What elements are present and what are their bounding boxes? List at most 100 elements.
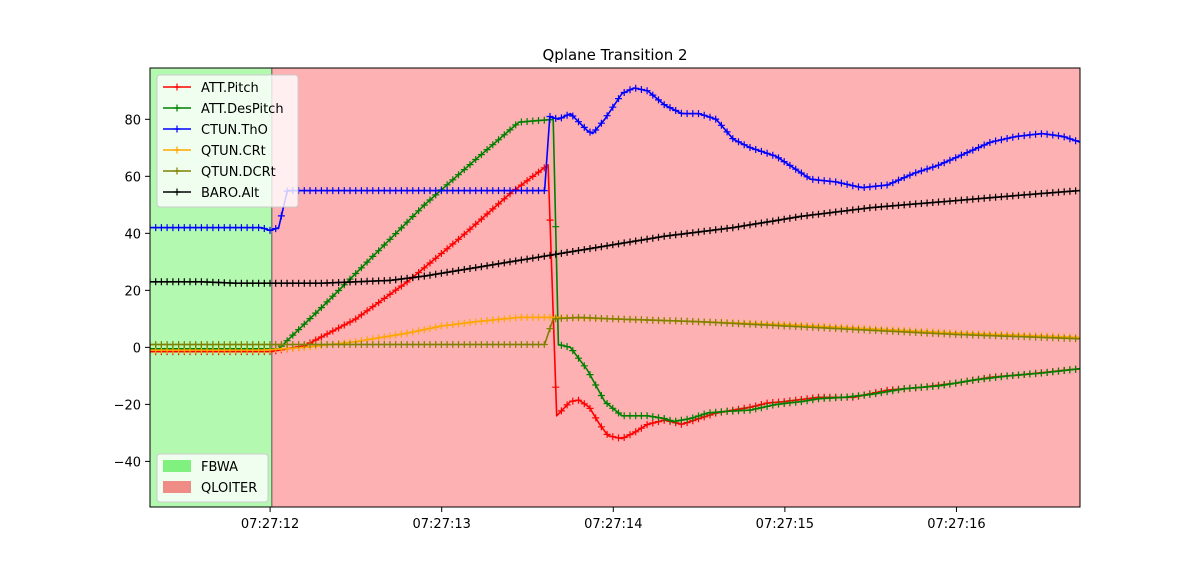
marker-att-despitch	[575, 354, 582, 362]
marker-att-pitch	[535, 168, 542, 176]
marker-att-despitch	[603, 400, 611, 407]
marker-qtun-crt	[386, 332, 394, 340]
marker-ctun-tho	[575, 118, 582, 126]
marker-att-despitch	[769, 401, 777, 409]
marker-ctun-tho	[809, 175, 817, 183]
marker-ctun-tho	[792, 165, 800, 173]
marker-att-pitch	[575, 396, 582, 404]
marker-baro-alt	[563, 248, 571, 256]
marker-att-pitch	[369, 303, 377, 311]
marker-qtun-crt	[449, 321, 457, 329]
marker-att-despitch	[689, 414, 697, 422]
y-tick-label: −20	[114, 398, 141, 413]
marker-qtun-crt	[437, 322, 445, 330]
marker-att-pitch	[603, 430, 611, 438]
marker-baro-alt	[752, 220, 760, 228]
marker-att-despitch	[883, 388, 891, 396]
marker-att-pitch	[580, 400, 588, 408]
marker-baro-alt	[557, 249, 565, 257]
marker-qtun-dcrt	[546, 325, 554, 333]
marker-qtun-crt	[460, 319, 468, 327]
marker-att-despitch	[489, 141, 497, 149]
marker-att-pitch	[392, 286, 400, 294]
y-tick-label: 60	[124, 170, 141, 185]
marker-baro-alt	[569, 248, 577, 255]
marker-ctun-tho	[660, 101, 668, 109]
marker-att-pitch	[523, 177, 531, 185]
marker-att-pitch	[317, 333, 325, 341]
marker-baro-alt	[780, 215, 788, 223]
marker-baro-alt	[689, 229, 697, 237]
marker-baro-alt	[546, 251, 554, 259]
marker-att-despitch	[386, 235, 394, 243]
legend-swatch	[163, 481, 191, 493]
marker-baro-alt	[552, 250, 560, 258]
marker-att-pitch	[323, 330, 331, 338]
marker-att-pitch	[500, 195, 508, 203]
marker-att-despitch	[986, 374, 994, 382]
marker-att-despitch	[695, 412, 702, 420]
marker-ctun-tho	[586, 128, 594, 136]
marker-ctun-tho	[929, 163, 937, 171]
legend-marker	[173, 146, 181, 154]
marker-ctun-tho	[752, 146, 760, 153]
x-tick-label: 07:27:12	[241, 517, 299, 532]
legend-label: CTUN.ThO	[201, 123, 268, 138]
marker-att-despitch	[786, 399, 794, 407]
marker-baro-alt	[763, 218, 771, 226]
marker-att-despitch	[615, 409, 622, 417]
marker-att-despitch	[963, 377, 971, 385]
marker-baro-alt	[592, 244, 600, 252]
marker-att-despitch	[363, 258, 371, 266]
marker-ctun-tho	[557, 114, 565, 122]
legend-label: FBWA	[201, 460, 238, 475]
marker-att-despitch	[1043, 369, 1051, 376]
marker-att-despitch	[409, 213, 417, 220]
marker-baro-alt	[506, 258, 514, 266]
marker-baro-alt	[426, 271, 434, 279]
marker-att-despitch	[940, 381, 948, 389]
marker-att-pitch	[432, 254, 440, 262]
marker-baro-alt	[837, 207, 845, 215]
marker-ctun-tho	[975, 144, 982, 152]
legend-marker	[173, 104, 181, 112]
marker-att-despitch	[495, 136, 502, 144]
marker-att-pitch	[529, 172, 537, 180]
marker-ctun-tho	[923, 165, 931, 173]
marker-att-despitch	[592, 381, 600, 389]
marker-baro-alt	[826, 209, 834, 217]
marker-ctun-tho	[757, 147, 765, 155]
marker-baro-alt	[392, 276, 400, 284]
marker-att-despitch	[655, 414, 662, 422]
marker-ctun-tho	[540, 187, 548, 195]
marker-ctun-tho	[700, 111, 708, 119]
marker-ctun-tho	[1049, 131, 1057, 139]
legend-label: QLOITER	[201, 481, 257, 496]
marker-baro-alt	[832, 208, 840, 216]
marker-ctun-tho	[1066, 135, 1074, 143]
marker-ctun-tho	[1003, 135, 1011, 142]
marker-baro-alt	[512, 257, 520, 265]
marker-att-despitch	[449, 176, 457, 184]
marker-att-despitch	[500, 131, 508, 139]
marker-ctun-tho	[609, 103, 617, 111]
y-tick-label: 20	[124, 284, 141, 299]
marker-baro-alt	[843, 207, 851, 215]
marker-baro-alt	[495, 260, 502, 268]
marker-att-despitch	[957, 378, 965, 386]
marker-baro-alt	[500, 259, 508, 267]
legend-label: QTUN.CRt	[201, 144, 266, 159]
marker-att-despitch	[952, 379, 960, 387]
marker-baro-alt	[420, 272, 428, 280]
marker-baro-alt	[460, 266, 468, 273]
marker-ctun-tho	[260, 225, 268, 232]
marker-att-pitch	[466, 225, 474, 233]
marker-att-despitch	[357, 264, 365, 272]
marker-att-despitch	[700, 410, 708, 418]
x-tick-label: 07:27:14	[584, 517, 642, 532]
marker-att-despitch	[580, 362, 588, 370]
marker-att-pitch	[449, 240, 457, 248]
marker-att-despitch	[586, 371, 594, 379]
marker-ctun-tho	[740, 141, 748, 149]
